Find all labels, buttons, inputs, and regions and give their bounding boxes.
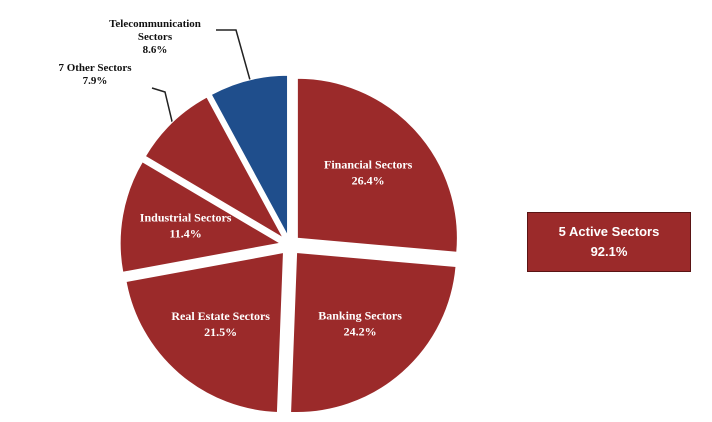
slice-value: 11.4% (169, 226, 201, 240)
slice-category: Industrial Sectors (140, 210, 232, 224)
outside-label: 7 Other Sectors 7.9% (36, 62, 154, 88)
pie-slice (296, 77, 458, 253)
pie-slice (210, 74, 289, 236)
annotation-box: 5 Active Sectors 92.1% (527, 212, 691, 272)
pie-slice (144, 96, 285, 240)
leader-line (216, 29, 251, 81)
pie-slice (290, 251, 457, 413)
slice-value: 7.9% (82, 75, 108, 87)
slice-category: Financial Sectors (324, 157, 413, 171)
slice-value: 21.5% (204, 325, 237, 339)
annotation-value: 92.1% (590, 244, 628, 259)
slice-category: Telecommunication Sectors (109, 18, 201, 43)
annotation-label: 5 Active Sectors (558, 224, 660, 239)
pie-slice (125, 251, 284, 413)
slice-label: Real Estate Sectors 21.5% (171, 309, 270, 339)
slice-category: Banking Sectors (318, 308, 402, 322)
slice-value: 26.4% (352, 173, 385, 187)
outside-label: Telecommunication Sectors 8.6% (96, 18, 214, 57)
slice-value: 8.6% (142, 44, 168, 56)
slice-category: Real Estate Sectors (171, 309, 270, 323)
slice-category: 7 Other Sectors (58, 62, 132, 74)
slice-label: Industrial Sectors 11.4% (140, 210, 232, 240)
slice-label: Financial Sectors 26.4% (324, 157, 413, 187)
slice-label: Banking Sectors 24.2% (318, 308, 402, 338)
pie-slice (119, 161, 282, 273)
slice-value: 24.2% (344, 324, 377, 338)
